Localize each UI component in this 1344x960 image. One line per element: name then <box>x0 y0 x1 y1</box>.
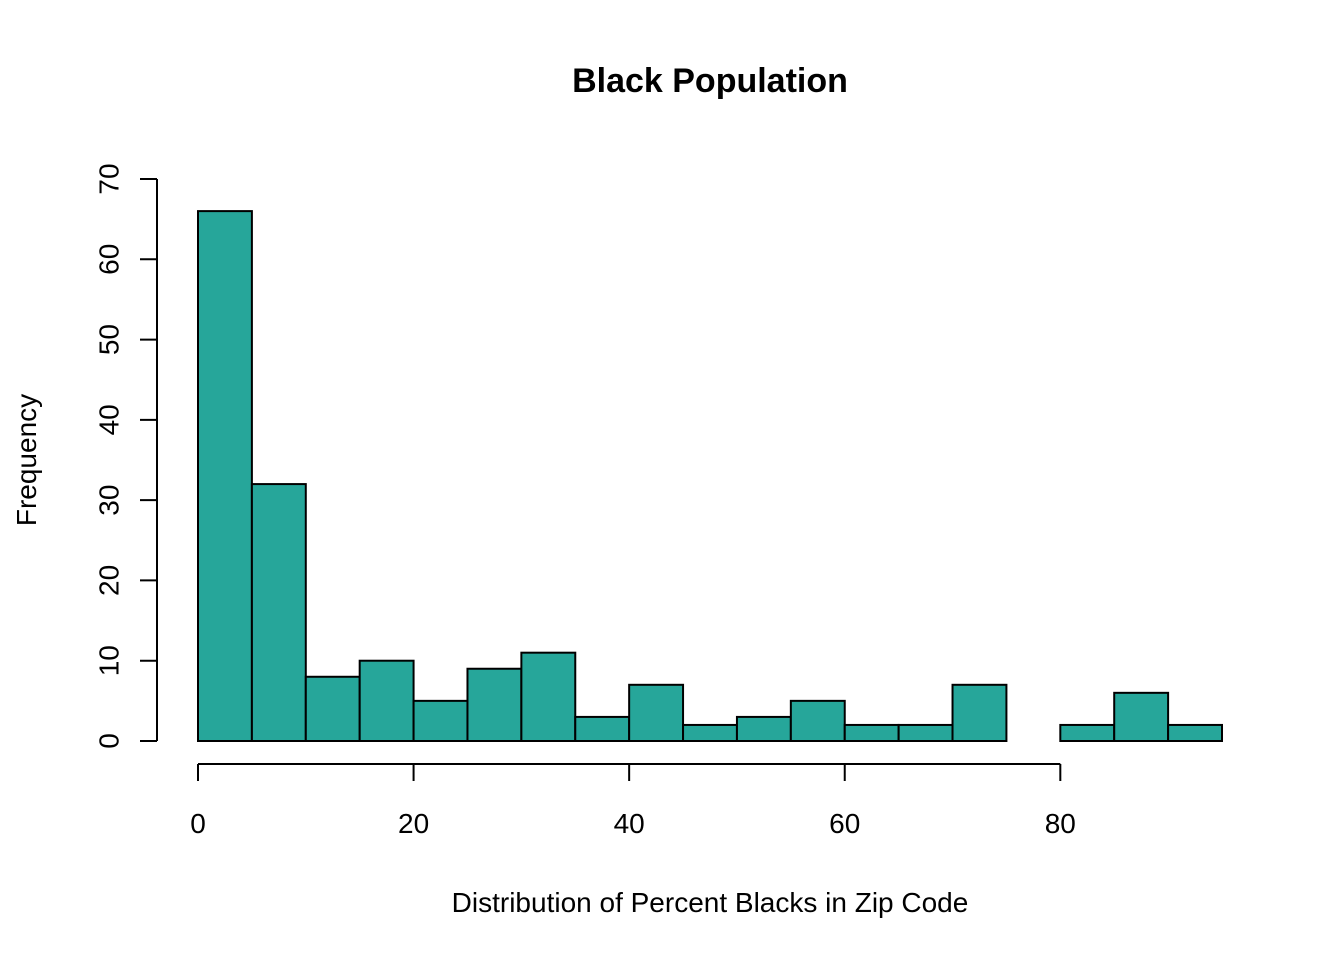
histogram-bar <box>897 723 954 743</box>
y-axis: 0 10 20 30 40 50 60 70 <box>93 163 158 749</box>
x-tick-label: 20 <box>398 808 429 839</box>
y-tick-label: 0 <box>93 733 124 749</box>
histogram-bar <box>1059 723 1116 743</box>
histogram-bar <box>789 699 846 742</box>
x-tick-label: 0 <box>190 808 206 839</box>
histogram-bar <box>520 651 577 743</box>
y-tick-label: 30 <box>93 485 124 516</box>
histogram-bar <box>1113 691 1170 742</box>
histogram-bar <box>412 699 469 742</box>
y-axis-label: Frequency <box>11 394 42 526</box>
histogram-bar <box>1167 723 1223 743</box>
x-tick-label: 80 <box>1045 808 1076 839</box>
histogram-bar <box>250 483 307 742</box>
y-tick-label: 60 <box>93 244 124 275</box>
y-tick-label: 70 <box>93 163 124 194</box>
histogram-bar <box>466 667 523 742</box>
y-tick-label: 50 <box>93 324 124 355</box>
histogram-bar <box>574 715 631 743</box>
histogram-bar <box>843 723 900 743</box>
chart-title: Black Population <box>572 62 848 100</box>
histogram-bar <box>628 683 685 742</box>
bars-group <box>197 210 1223 743</box>
x-tick-label: 60 <box>829 808 860 839</box>
histogram-bar <box>304 675 361 742</box>
x-axis: 0 20 40 60 80 <box>190 763 1076 839</box>
y-tick-label: 20 <box>93 565 124 596</box>
histogram-bar <box>682 723 738 743</box>
histogram-bar <box>951 683 1008 742</box>
histogram-bar <box>358 659 415 743</box>
x-axis-label: Distribution of Percent Blacks in Zip Co… <box>452 887 969 918</box>
y-tick-label: 10 <box>93 645 124 676</box>
x-tick-label: 40 <box>614 808 645 839</box>
y-tick-label: 40 <box>93 404 124 435</box>
histogram-bar <box>197 210 253 743</box>
histogram-bar <box>735 715 792 743</box>
